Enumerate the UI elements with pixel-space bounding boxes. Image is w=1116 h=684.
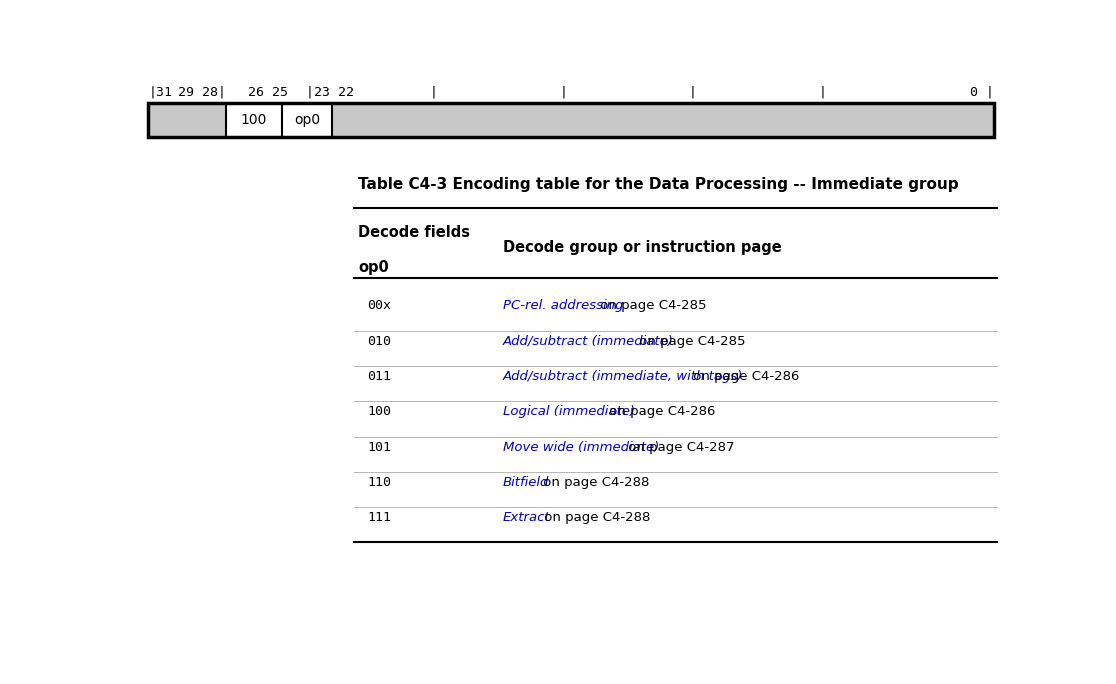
Text: Decode fields: Decode fields (358, 225, 470, 240)
Text: 100: 100 (367, 406, 391, 419)
Text: op0: op0 (294, 114, 320, 127)
Text: Add/subtract (immediate, with tags): Add/subtract (immediate, with tags) (502, 370, 743, 383)
Text: |31: |31 (148, 86, 172, 99)
Text: 26 25: 26 25 (248, 86, 288, 99)
Text: 110: 110 (367, 476, 391, 489)
Text: 111: 111 (367, 511, 391, 524)
Bar (282, 103, 331, 137)
Text: Move wide (immediate): Move wide (immediate) (502, 440, 660, 453)
Text: Bitfield: Bitfield (502, 476, 549, 489)
Text: 00x: 00x (367, 300, 391, 313)
Text: on page C4-285: on page C4-285 (635, 334, 745, 347)
Text: Decode group or instruction page: Decode group or instruction page (502, 240, 781, 255)
Text: |: | (819, 86, 827, 99)
Bar (225, 103, 282, 137)
Text: Add/subtract (immediate): Add/subtract (immediate) (502, 334, 674, 347)
Text: on page C4-286: on page C4-286 (605, 406, 715, 419)
Bar (148, 103, 225, 137)
Text: 011: 011 (367, 370, 391, 383)
Text: op0: op0 (358, 260, 389, 275)
Text: on page C4-288: on page C4-288 (540, 511, 650, 524)
Text: |: | (689, 86, 698, 99)
Text: on page C4-285: on page C4-285 (596, 300, 706, 313)
Text: |: | (559, 86, 567, 99)
Text: 101: 101 (367, 440, 391, 453)
Text: on page C4-286: on page C4-286 (689, 370, 799, 383)
Text: Logical (immediate): Logical (immediate) (502, 406, 635, 419)
Text: on page C4-287: on page C4-287 (624, 440, 734, 453)
Text: |23 22: |23 22 (307, 86, 355, 99)
Text: PC-rel. addressing: PC-rel. addressing (502, 300, 623, 313)
Text: on page C4-288: on page C4-288 (539, 476, 650, 489)
Text: 010: 010 (367, 334, 391, 347)
Text: |: | (430, 86, 437, 99)
Text: Extract: Extract (502, 511, 550, 524)
Bar (148, 103, 994, 137)
Text: 29 28|: 29 28| (177, 86, 225, 99)
Bar (331, 103, 994, 137)
Text: 0 |: 0 | (970, 86, 994, 99)
Text: Table C4-3 Encoding table for the Data Processing -- Immediate group: Table C4-3 Encoding table for the Data P… (358, 177, 959, 192)
Text: 100: 100 (241, 114, 268, 127)
